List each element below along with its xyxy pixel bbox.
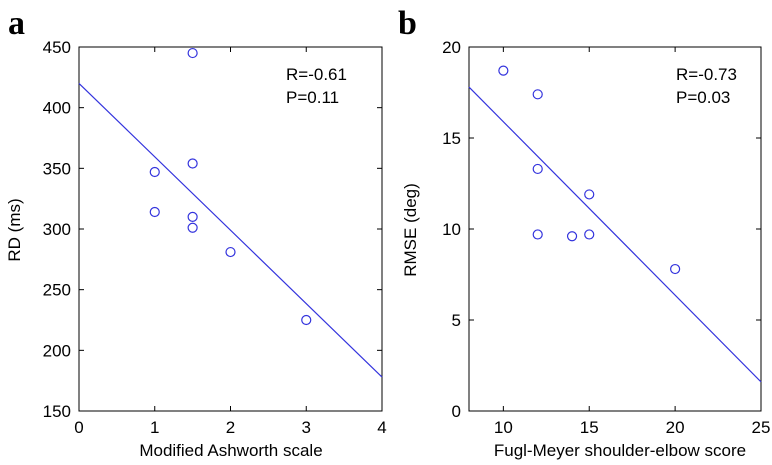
panel-b-data-point bbox=[584, 229, 595, 240]
panel-b-data-point bbox=[670, 263, 681, 275]
panel-b-y-tick-label: 20 bbox=[442, 38, 461, 57]
panel-b-x-tick-label: 15 bbox=[580, 418, 599, 437]
panel-b-x-tick-label: 10 bbox=[494, 418, 513, 437]
panel-b-r-value: R=-0.73 bbox=[676, 65, 737, 84]
panel-b-fit-line bbox=[468, 86, 762, 383]
panel-b-y-tick-label: 0 bbox=[452, 402, 461, 421]
panel-a-y-tick-label: 200 bbox=[43, 341, 71, 360]
panel-b-y-tick-label: 15 bbox=[442, 129, 461, 148]
panel-a-y-tick-label: 300 bbox=[43, 220, 71, 239]
panel-a-x-tick-label: 2 bbox=[226, 418, 235, 437]
panel-b-letter: b bbox=[398, 5, 417, 42]
panel-b-x-tick-label: 25 bbox=[752, 418, 771, 437]
panel-a-data-point bbox=[225, 246, 236, 258]
panel-a-fit-line bbox=[78, 82, 383, 378]
panel-b-data-point bbox=[584, 189, 595, 200]
panel-a-data-point bbox=[187, 158, 198, 169]
panel-b-p-value: P=0.03 bbox=[676, 88, 730, 107]
panel-a-data-point bbox=[149, 166, 160, 178]
panel-a-data-point bbox=[149, 206, 160, 218]
panel-a-r-value: R=-0.61 bbox=[286, 65, 347, 84]
panel-a-data-point bbox=[187, 47, 198, 59]
panel-a-data-point bbox=[187, 222, 198, 233]
panel-a-data-point bbox=[301, 314, 312, 326]
panel-a-x-tick-label: 0 bbox=[74, 418, 83, 437]
panel-a-data-point bbox=[187, 211, 198, 222]
panel-b-data-point bbox=[532, 163, 543, 175]
panel-a-x-tick-label: 1 bbox=[150, 418, 159, 437]
panel-b-data-point bbox=[498, 65, 509, 76]
panel-a-x-tick-label: 4 bbox=[377, 418, 386, 437]
panel-a-y-tick-label: 250 bbox=[43, 281, 71, 300]
panel-a-p-value: P=0.11 bbox=[286, 88, 339, 107]
panel-b-y-tick-label: 10 bbox=[442, 220, 461, 239]
panel-b: b RMSE (deg) Fugl-Meyer shoulder-elbow s… bbox=[398, 5, 770, 460]
panel-a-x-axis-label: Modified Ashworth scale bbox=[139, 441, 322, 460]
panel-b-y-tick-label: 5 bbox=[452, 311, 461, 330]
panel-a-y-tick-label: 350 bbox=[43, 159, 71, 178]
panel-b-data-point bbox=[532, 89, 543, 100]
panel-b-y-axis-label: RMSE (deg) bbox=[401, 183, 420, 277]
panel-b-data-point bbox=[566, 231, 578, 242]
panel-b-data-point bbox=[532, 229, 543, 240]
panel-a-y-axis-label: RD (ms) bbox=[5, 198, 24, 261]
panel-a-letter: a bbox=[8, 5, 25, 42]
panel-b-x-tick-label: 20 bbox=[666, 418, 685, 437]
panel-a-y-tick-label: 400 bbox=[43, 99, 71, 118]
panel-a-y-tick-label: 450 bbox=[43, 38, 71, 57]
panel-a-y-tick-label: 150 bbox=[43, 402, 71, 421]
panel-a-x-tick-label: 3 bbox=[302, 418, 311, 437]
panel-b-x-axis-label: Fugl-Meyer shoulder-elbow score bbox=[494, 441, 746, 460]
panel-a: a RD (ms) Modified Ashworth scale R=-0.6… bbox=[5, 5, 387, 460]
